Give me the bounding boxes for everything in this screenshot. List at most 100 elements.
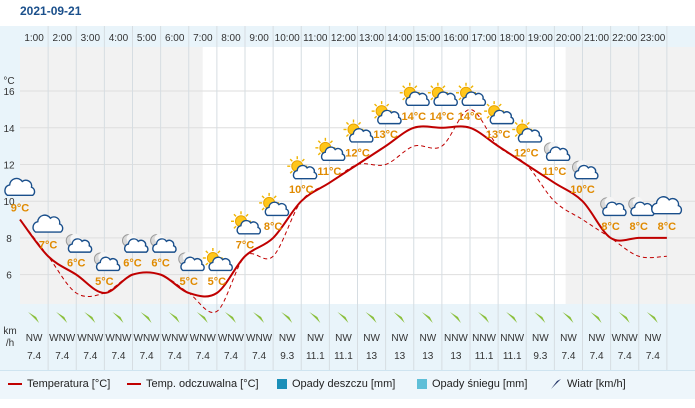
night-cloud-icon: [572, 160, 599, 180]
temp-label: 14°C: [458, 111, 483, 123]
legend-rain-label: Opady deszczu [mm]: [292, 378, 396, 390]
legend-feels-like-label: Temp. odczuwalna [°C]: [146, 378, 259, 390]
wind-arrow-shape: [506, 312, 518, 323]
wind-arrow-shape: [618, 312, 630, 323]
temp-label: 8°C: [658, 221, 677, 233]
wind-speed: 13: [366, 351, 378, 362]
wind-direction: NW: [532, 333, 549, 344]
sun-ray: [261, 195, 265, 199]
wind-direction: NNW: [444, 333, 468, 344]
chart-svg: 6 8 10 12 14 16°C 1:00 2:00 3:00 4:00 5:00 6:00 7:00…: [0, 26, 695, 370]
wind-direction: NW: [560, 333, 577, 344]
wind-arrow-shape: [196, 312, 208, 323]
sun-ray: [498, 103, 502, 107]
wind-speed: 13: [394, 351, 406, 362]
wind-arrow-icon: [618, 312, 630, 323]
wind-direction: NW: [363, 333, 380, 344]
sun-ray: [317, 152, 321, 156]
wind-arrow-shape: [253, 312, 265, 323]
hour-label: 19:00: [528, 33, 553, 44]
wind-arrow-shape: [56, 312, 68, 323]
hour-label: 9:00: [249, 33, 269, 44]
temp-label: 10°C: [289, 184, 314, 196]
wind-arrow-shape: [365, 312, 377, 323]
sun-ray: [205, 262, 209, 266]
sun-cloud-icon: [259, 192, 290, 217]
wind-arrow-shape: [337, 312, 349, 323]
wind-speed: 7.4: [168, 351, 182, 362]
hour-label: 23:00: [640, 33, 665, 44]
wind-speed: 7.4: [27, 351, 41, 362]
temp-label: 5°C: [95, 276, 114, 288]
wind-direction: NW: [391, 333, 408, 344]
wind-speed: 7.4: [224, 351, 238, 362]
wind-arrow-icon: [365, 312, 377, 323]
temp-label: 11°C: [317, 166, 341, 178]
wind-direction: WNW: [162, 333, 189, 344]
cloud-icon-shape: [574, 164, 599, 180]
sun-cloud-icon: [399, 82, 430, 106]
hour-label: 20:00: [556, 33, 581, 44]
sun-ray: [357, 121, 362, 126]
hour-label: 22:00: [612, 33, 637, 44]
wind-speed: 7.4: [83, 351, 97, 362]
sun-ray: [233, 213, 237, 217]
wind-direction: NW: [26, 333, 43, 344]
hour-label: 16:00: [443, 33, 468, 44]
cloud-icon-shape: [236, 219, 262, 235]
wind-arrow-shape: [393, 312, 405, 323]
cloud-icon-shape: [208, 256, 233, 272]
sun-ray: [374, 115, 378, 119]
sun-cloud-icon: [315, 137, 346, 162]
sun-ray: [414, 85, 418, 89]
wind-speed: 13: [450, 351, 462, 362]
wind-arrow-shape: [562, 312, 574, 323]
sun-ray: [430, 97, 434, 101]
cloud-icon-shape: [292, 164, 318, 180]
sun-cloud-icon: [456, 82, 487, 106]
legend: Temperatura [°C] Temp. odczuwalna [°C] O…: [0, 370, 695, 399]
night-cloud-icon: [600, 196, 627, 217]
y-tick-label: 8: [6, 234, 12, 245]
wind-arrow-icon: [309, 312, 321, 323]
wind-arrow-icon: [646, 312, 658, 323]
hour-label: 3:00: [81, 33, 101, 44]
legend-snow-swatch: [417, 379, 427, 389]
night-cloud-icon: [178, 251, 205, 272]
y-tick-label: 6: [6, 271, 12, 282]
cloud-icon-shape: [152, 238, 177, 253]
wind-speed: 11.1: [503, 351, 522, 362]
temp-label: 8°C: [264, 221, 283, 233]
sun-ray: [273, 195, 277, 199]
wind-speed: 7.4: [55, 351, 69, 362]
legend-feels-like: Temp. odczuwalna [°C]: [127, 378, 259, 390]
wind-speed: 11.1: [306, 351, 325, 362]
wind-arrow-icon: [56, 312, 68, 323]
legend-temperature: Temperatura [°C]: [8, 378, 110, 390]
wind-direction: WNW: [190, 333, 217, 344]
wind-arrow-shape: [590, 312, 602, 323]
temp-label: 7°C: [236, 239, 255, 251]
hour-label: 14:00: [387, 33, 412, 44]
cloud-icon-shape: [377, 109, 402, 125]
temp-label: 12°C: [514, 147, 539, 159]
hour-label: 8:00: [221, 33, 241, 44]
temp-label: 5°C: [208, 276, 227, 288]
legend-temperature-swatch: [8, 383, 22, 385]
cloud-icon-shape: [264, 201, 290, 217]
night-cloud-icon: [65, 233, 93, 253]
temp-label: 7°C: [39, 239, 58, 251]
wind-direction: WNW: [246, 333, 273, 344]
temp-label: 6°C: [67, 258, 86, 270]
wind-arrow-shape: [84, 312, 96, 323]
wind-direction: NW: [644, 333, 661, 344]
night-cloud-icon: [628, 196, 655, 217]
hour-label: 18:00: [500, 33, 525, 44]
night-cloud-icon: [122, 233, 149, 253]
temp-label: 13°C: [373, 129, 398, 141]
hour-label: 2:00: [52, 33, 72, 44]
wind-speed: 7.4: [111, 351, 125, 362]
sun-ray: [317, 140, 321, 144]
sun-ray: [261, 207, 265, 211]
